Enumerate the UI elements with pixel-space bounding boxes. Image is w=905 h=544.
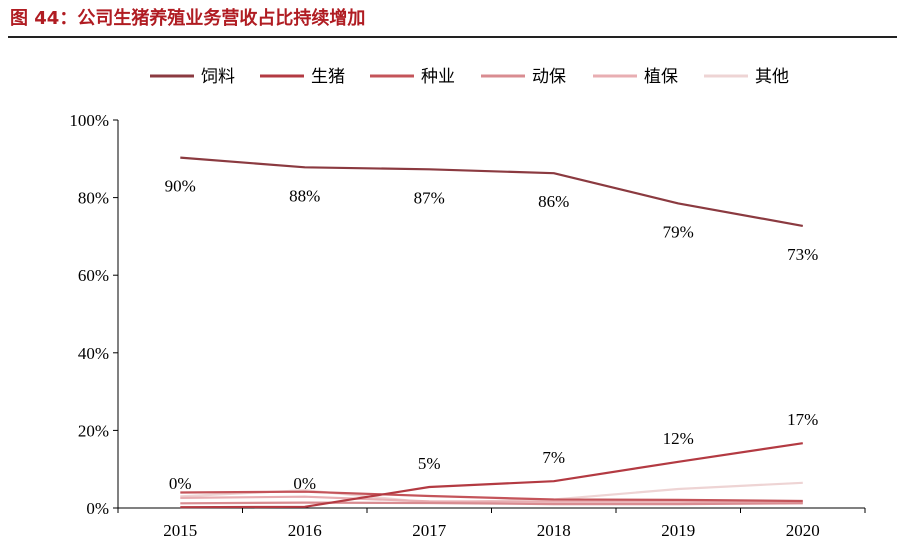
series-line-1 [180,156,803,227]
x-tick-label: 2016 [288,521,322,540]
y-axis: 0% 20% 40% 60% 80% 100% [69,111,119,518]
legend-label-4: 动保 [532,67,566,87]
legend-label-6: 其他 [755,67,789,87]
data-label: 12% [663,429,694,448]
y-tick-label: 20% [78,421,109,440]
data-label: 7% [542,448,565,467]
figure-title: 图 44：公司生猪养殖业务营收占比持续增加 [10,8,366,29]
y-tick-label: 40% [78,344,109,363]
x-tick-label: 2018 [537,521,571,540]
data-label: 17% [787,410,818,429]
y-tick-label: 0% [86,499,109,518]
data-label: 88% [289,186,320,205]
legend-label-5: 植保 [644,67,678,87]
data-label: 73% [787,245,818,264]
series-line-3 [180,490,803,503]
series-lines [180,156,803,509]
legend-label-3: 种业 [421,67,455,87]
y-tick-label: 60% [78,266,109,285]
data-label: 87% [414,188,445,207]
x-tick-label: 2019 [661,521,695,540]
data-label: 5% [418,454,441,473]
x-tick-label: 2017 [412,521,447,540]
data-label: 86% [538,192,569,211]
x-tick-label: 2020 [786,521,820,540]
data-label: 90% [165,177,196,196]
y-tick-label: 100% [69,111,109,130]
y-tick-label: 80% [78,189,109,208]
legend-label-1: 饲料 [201,67,235,87]
data-label: 79% [663,222,694,241]
x-axis: 2015 2016 2017 2018 2019 2020 [117,507,866,540]
title-divider [8,36,897,38]
legend-label-2: 生猪 [311,67,345,87]
data-label: 0% [169,474,192,493]
data-labels: 90% 88% 87% 86% 79% 73% 0% 0% 5% 7% 12% 17% [165,177,819,494]
legend: 饲料 生猪 种业 动保 植保 其他 [150,67,789,87]
data-label: 0% [293,474,316,493]
x-tick-label: 2015 [163,521,197,540]
series-line-5 [180,495,803,504]
series-line-2 [180,442,803,509]
series-line-4 [180,501,803,506]
